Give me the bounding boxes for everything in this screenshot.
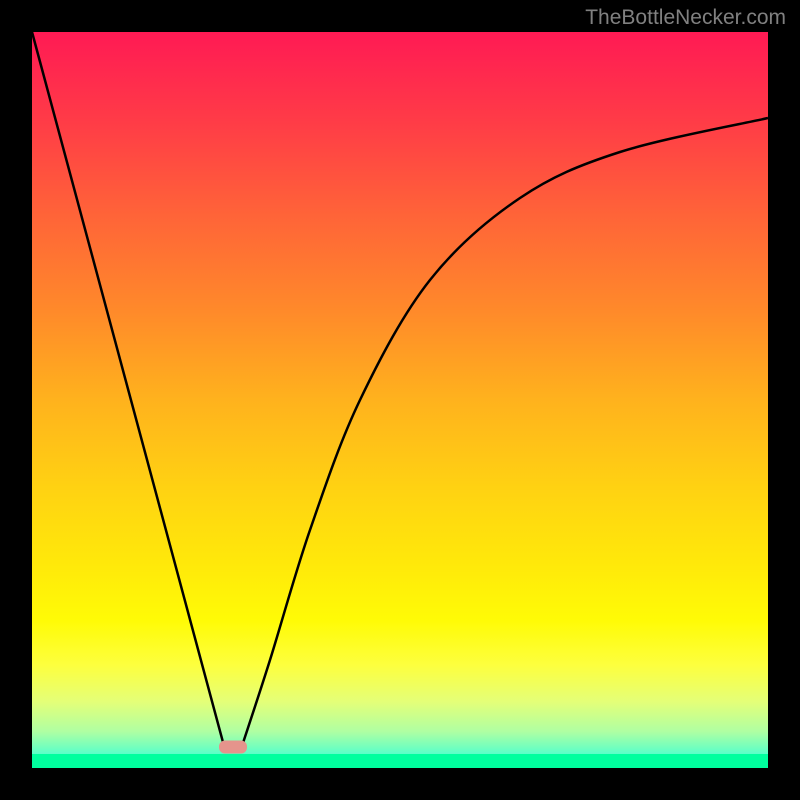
green-base-strip (32, 754, 768, 768)
optimal-marker (219, 741, 247, 754)
bottleneck-chart: TheBottleNecker.com (0, 0, 800, 800)
chart-svg (0, 0, 800, 800)
watermark-text: TheBottleNecker.com (585, 6, 786, 30)
